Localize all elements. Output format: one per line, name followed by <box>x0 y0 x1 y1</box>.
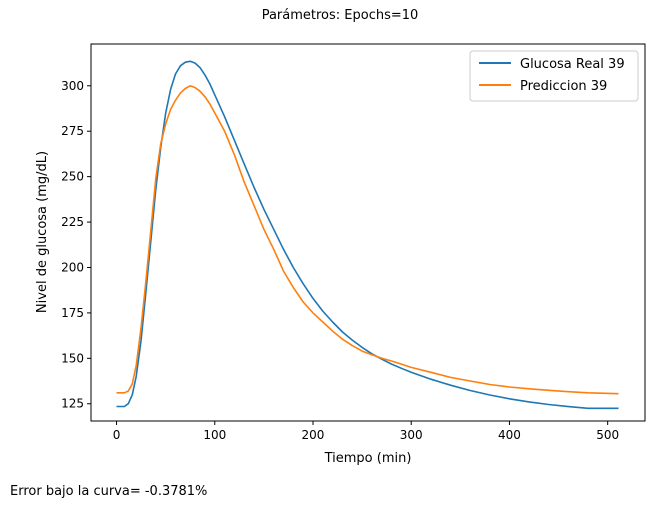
plot-area <box>116 60 619 410</box>
figure-suptitle: Parámetros: Epochs=10 <box>261 8 419 23</box>
legend: Glucosa Real 39 Prediccion 39 <box>469 50 639 102</box>
x-tick-label: 400 <box>498 428 521 442</box>
x-tick-label: 0 <box>113 428 121 442</box>
x-axis-ticks: 0 100 200 300 400 500 <box>113 421 619 442</box>
y-axis-ticks: 125 150 175 200 225 250 275 300 <box>61 79 91 411</box>
x-tick-label: 300 <box>400 428 423 442</box>
error-footer: Error bajo la curva= -0.3781% <box>10 484 208 499</box>
legend-label-prediccion: Prediccion 39 <box>520 79 607 94</box>
y-tick-label: 125 <box>61 397 84 411</box>
y-tick-label: 250 <box>61 170 84 184</box>
x-tick-label: 100 <box>203 428 226 442</box>
legend-box <box>469 50 639 102</box>
x-axis-label: Tiempo (min) <box>324 451 412 466</box>
legend-label-real: Glucosa Real 39 <box>520 57 625 72</box>
y-tick-label: 200 <box>61 260 84 274</box>
x-tick-label: 200 <box>302 428 325 442</box>
y-tick-label: 175 <box>61 306 84 320</box>
y-tick-label: 225 <box>61 215 84 229</box>
y-tick-label: 150 <box>61 351 84 365</box>
y-tick-label: 300 <box>61 79 84 93</box>
y-tick-label: 275 <box>61 124 84 138</box>
axes-frame <box>90 43 646 422</box>
y-axis-label: Nivel de glucosa (mg/dL) <box>35 151 50 313</box>
x-tick-label: 500 <box>596 428 619 442</box>
series-line-0 <box>116 60 619 410</box>
series-line-1 <box>116 85 619 395</box>
